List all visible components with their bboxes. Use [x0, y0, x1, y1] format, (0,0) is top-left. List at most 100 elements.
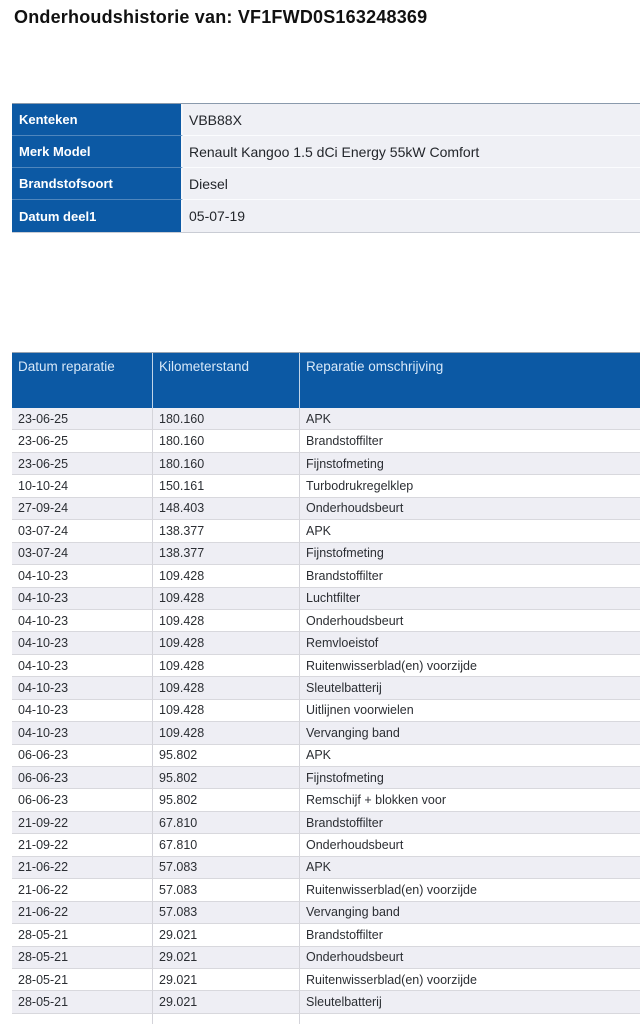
repair-description-cell: Ruitenwisserblad(en) voorzijde [300, 879, 640, 902]
info-value: Renault Kangoo 1.5 dCi Energy 55kW Comfo… [183, 136, 640, 168]
repair-description-cell: Brandstoffilter [300, 565, 640, 588]
odometer-cell: 109.428 [153, 587, 300, 610]
vehicle-info-table: Kenteken VBB88X Merk Model Renault Kangoo 1… [12, 103, 640, 233]
repair-date-cell: 04-10-23 [12, 654, 153, 678]
odometer-cell: 109.428 [153, 632, 300, 655]
info-row: Datum deel1 05-07-19 [12, 200, 640, 232]
repair-description-cell: Brandstoffilter [300, 812, 640, 835]
table-row-partial [12, 1013, 640, 1024]
table-row: 23-06-25 180.160 Fijnstofmeting [12, 452, 640, 476]
table-row: 04-10-23 109.428 Ruitenwisserblad(en) voor… [12, 654, 640, 678]
repair-description-cell: Fijnstofmeting [300, 543, 640, 566]
repair-date-cell: 04-10-23 [12, 587, 153, 610]
repair-date-cell: 21-06-22 [12, 879, 153, 902]
table-row: 10-10-24 150.161 Turbodrukregelklep [12, 475, 640, 498]
repair-date-cell: 21-09-22 [12, 811, 153, 835]
odometer-cell: 109.428 [153, 565, 300, 588]
repair-date-cell: 28-05-21 [12, 991, 153, 1014]
history-table-body: 23-06-25 180.160 APK 23-06-25 180.160 Brandst… [12, 408, 640, 1024]
table-row: 04-10-23 109.428 Onderhoudsbeurt [12, 609, 640, 633]
repair-date-cell: 21-09-22 [12, 834, 153, 857]
page-title: Onderhoudshistorie van: VF1FWD0S16324836… [14, 7, 428, 27]
repair-description-cell: Sleutelbatterij [300, 991, 640, 1014]
odometer-cell: 180.160 [153, 430, 300, 453]
repair-description-cell: APK [300, 408, 640, 431]
repair-date-cell: 23-06-25 [12, 430, 153, 453]
table-row: 27-09-24 148.403 Onderhoudsbeurt [12, 497, 640, 521]
table-row: 03-07-24 138.377 Fijnstofmeting [12, 542, 640, 566]
repair-date-cell: 03-07-24 [12, 542, 153, 566]
repair-description-cell: Vervanging band [300, 722, 640, 745]
repair-description-cell: Ruitenwisserblad(en) voorzijde [300, 655, 640, 678]
table-row: 06-06-23 95.802 APK [12, 744, 640, 767]
repair-description-cell: Onderhoudsbeurt [300, 947, 640, 969]
odometer-cell: 150.161 [153, 475, 300, 498]
table-row: 03-07-24 138.377 APK [12, 520, 640, 543]
info-label: Brandstofsoort [12, 168, 183, 200]
repair-date-cell: 28-05-21 [12, 946, 153, 969]
repair-description-cell: APK [300, 520, 640, 543]
table-row: 28-05-21 29.021 Sleutelbatterij [12, 991, 640, 1014]
repair-date-cell: 23-06-25 [12, 452, 153, 476]
repair-date-cell: 04-10-23 [12, 722, 153, 745]
repair-date-cell: 04-10-23 [12, 609, 153, 633]
table-row: 21-06-22 57.083 Ruitenwisserblad(en) voorz… [12, 879, 640, 902]
repair-description-cell: Ruitenwisserblad(en) voorzijde [300, 969, 640, 992]
odometer-cell: 29.021 [153, 924, 300, 947]
odometer-cell: 109.428 [153, 609, 300, 633]
repair-description-cell: Uitlijnen voorwielen [300, 700, 640, 723]
column-header: Kilometerstand [153, 353, 300, 408]
table-row: 04-10-23 109.428 Uitlijnen voorwielen [12, 699, 640, 723]
info-label: Kenteken [12, 104, 183, 136]
repair-description-cell: Turbodrukregelklep [300, 475, 640, 498]
odometer-cell: 57.083 [153, 856, 300, 880]
odometer-cell: 109.428 [153, 654, 300, 678]
repair-date-cell: 28-05-21 [12, 968, 153, 992]
repair-date-cell: 04-10-23 [12, 632, 153, 655]
repair-description-cell: Onderhoudsbeurt [300, 834, 640, 857]
table-row: 21-09-22 67.810 Brandstoffilter [12, 811, 640, 835]
table-row: 28-05-21 29.021 Onderhoudsbeurt [12, 946, 640, 969]
maintenance-history-table: Datum reparatie Kilometerstand Reparatie o… [12, 352, 640, 1024]
repair-description-cell: Vervanging band [300, 902, 640, 925]
odometer-cell: 148.403 [153, 497, 300, 521]
info-row: Merk Model Renault Kangoo 1.5 dCi Energy … [12, 136, 640, 168]
repair-description-cell: Brandstoffilter [300, 430, 640, 453]
repair-description-cell: Onderhoudsbeurt [300, 498, 640, 521]
info-value: 05-07-19 [183, 200, 640, 232]
info-row: Brandstofsoort Diesel [12, 168, 640, 200]
repair-date-cell: 06-06-23 [12, 767, 153, 790]
repair-date-cell: 21-06-22 [12, 901, 153, 925]
table-row: 06-06-23 95.802 Remschijf + blokken voor [12, 789, 640, 812]
info-value: Diesel [183, 168, 640, 200]
odometer-cell: 109.428 [153, 722, 300, 745]
empty-cell [300, 1014, 640, 1024]
table-row: 21-09-22 67.810 Onderhoudsbeurt [12, 834, 640, 857]
repair-description-cell: APK [300, 745, 640, 767]
table-row: 28-05-21 29.021 Ruitenwisserblad(en) voorz… [12, 968, 640, 992]
repair-date-cell: 04-10-23 [12, 565, 153, 588]
repair-date-cell: 10-10-24 [12, 475, 153, 498]
odometer-cell: 180.160 [153, 452, 300, 476]
repair-date-cell: 21-06-22 [12, 856, 153, 880]
odometer-cell: 29.021 [153, 946, 300, 969]
info-label: Datum deel1 [12, 200, 183, 232]
odometer-cell: 57.083 [153, 901, 300, 925]
odometer-cell: 109.428 [153, 699, 300, 723]
repair-description-cell: Remvloeistof [300, 632, 640, 655]
odometer-cell: 29.021 [153, 968, 300, 992]
column-header: Reparatie omschrijving [306, 359, 444, 374]
info-row: Kenteken VBB88X [12, 104, 640, 136]
table-row: 04-10-23 109.428 Luchtfilter [12, 587, 640, 610]
odometer-cell: 95.802 [153, 767, 300, 790]
odometer-cell: 180.160 [153, 408, 300, 431]
repair-date-cell: 06-06-23 [12, 744, 153, 767]
history-header-row: Datum reparatie Kilometerstand Reparatie o… [12, 353, 640, 408]
table-row: 04-10-23 109.428 Vervanging band [12, 722, 640, 745]
table-row: 23-06-25 180.160 Brandstoffilter [12, 430, 640, 453]
table-row: 23-06-25 180.160 APK [12, 408, 640, 431]
empty-cell [12, 1013, 153, 1024]
repair-description-cell: Sleutelbatterij [300, 677, 640, 700]
info-value: VBB88X [183, 104, 640, 136]
